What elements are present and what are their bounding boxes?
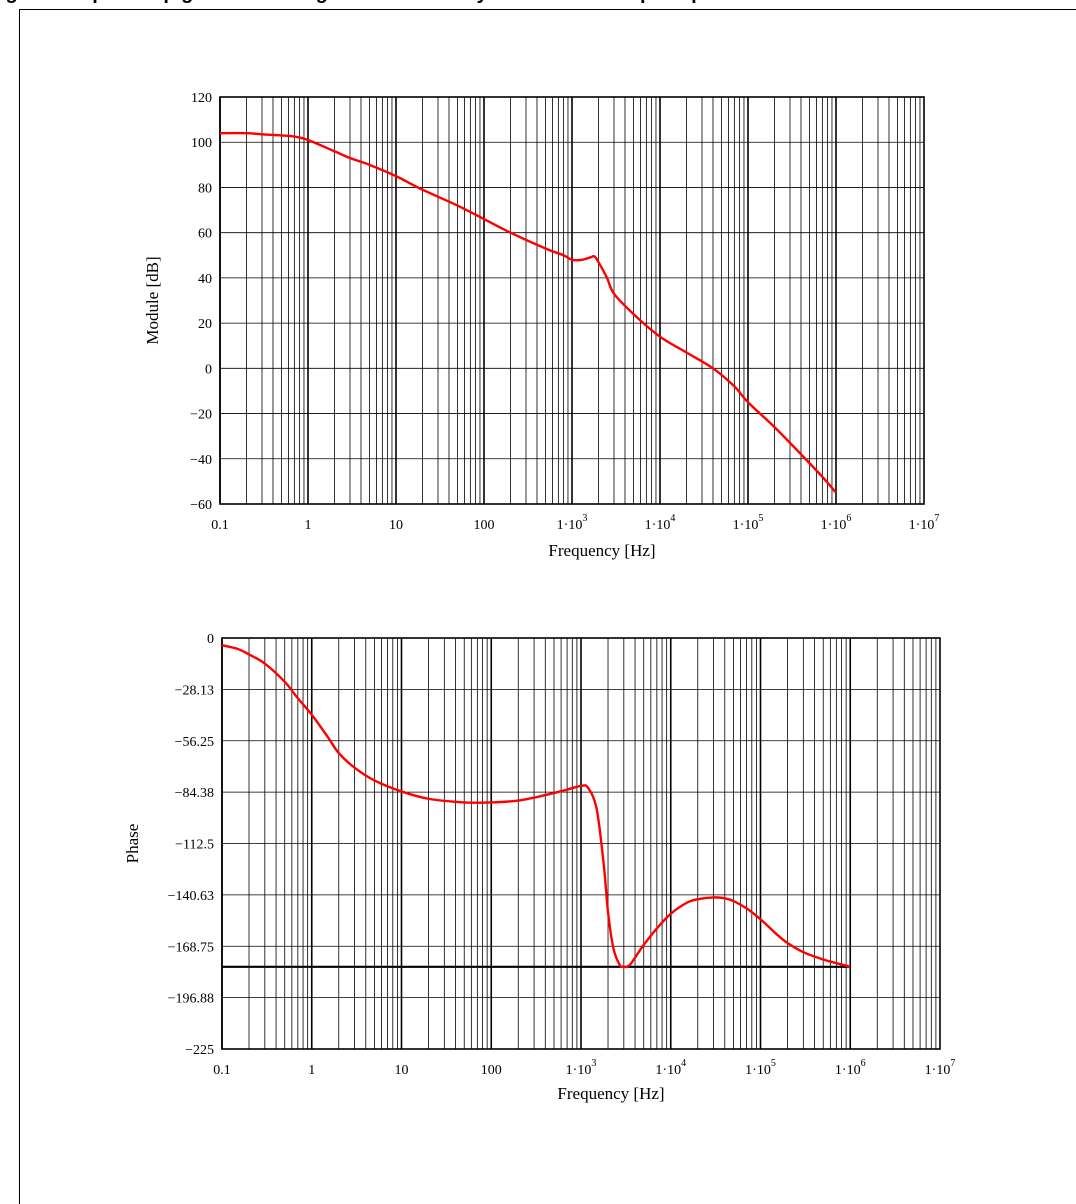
phase-x-tick-label: 10: [395, 1063, 409, 1078]
module-curve: [219, 131, 837, 494]
module-y-tick-label: 20: [198, 317, 212, 332]
module-x-tick-label: 1: [305, 518, 312, 533]
phase-plot-border: [221, 637, 941, 1050]
phase-y-tick-label: −84.38: [175, 786, 214, 801]
figure-caption: igure 6. Open loop gain in a configurati…: [0, 0, 1076, 8]
module-y-tick-label: 80: [198, 181, 212, 196]
module-x-tick-label: 100: [474, 518, 495, 533]
phase-x-tick-label: 1·104: [655, 1058, 686, 1078]
phase-y-tick-label: 0: [207, 632, 214, 647]
figure-frame: [19, 9, 1076, 1204]
module-x-tick-label: 1·106: [821, 513, 852, 533]
module-x-axis-label: Frequency [Hz]: [548, 541, 655, 560]
phase-y-axis-label: Phase: [123, 824, 142, 864]
module-x-tick-label: 10: [389, 518, 403, 533]
phase-x-axis-label: Frequency [Hz]: [557, 1084, 664, 1103]
phase-x-tick-label: 1: [308, 1063, 315, 1078]
module-y-tick-label: −20: [190, 408, 212, 423]
module-y-axis-label: Module [dB]: [143, 256, 162, 344]
module-x-tick-label: 1·103: [557, 513, 588, 533]
module-x-tick-label: 1·104: [645, 513, 676, 533]
module-chart: 120 100 80 60 40 20 0 −20 −40 −60 0.1 1 10 100 1·103 1·…: [143, 91, 939, 560]
phase-x-tick-label: 1·103: [566, 1058, 597, 1078]
module-y-tick-label: 120: [191, 91, 212, 106]
module-x-tick-label: 1·107: [909, 513, 940, 533]
phase-y-tick-label: −168.75: [168, 940, 214, 955]
phase-chart: 0 −28.13 −56.25 −84.38 −112.5 −140.63 −168.75 −…: [123, 632, 955, 1103]
phase-y-tick-label: −225: [185, 1043, 214, 1058]
phase-x-tick-label: 100: [481, 1063, 502, 1078]
module-y-tick-label: 40: [198, 272, 212, 287]
phase-x-tick-label: 1·106: [835, 1058, 866, 1078]
module-y-tick-label: 100: [191, 136, 212, 151]
phase-x-tick-label: 1·107: [925, 1058, 956, 1078]
module-y-tick-label: 0: [205, 362, 212, 377]
module-y-tick-label: 60: [198, 227, 212, 242]
phase-x-tick-label: 0.1: [213, 1063, 231, 1078]
module-y-tick-label: −40: [190, 453, 212, 468]
phase-y-tick-label: −196.88: [168, 992, 214, 1007]
phase-x-tick-label: 1·105: [745, 1058, 776, 1078]
module-plot-border: [219, 96, 925, 505]
phase-y-tick-label: −56.25: [175, 735, 214, 750]
phase-y-tick-label: −28.13: [175, 683, 214, 698]
module-y-tick-label: −60: [190, 498, 212, 513]
module-x-tick-label: 1·105: [733, 513, 764, 533]
module-x-tick-label: 0.1: [211, 518, 229, 533]
phase-curve: [221, 644, 851, 969]
phase-y-tick-label: −112.5: [175, 838, 214, 853]
phase-y-tick-label: −140.63: [168, 889, 214, 904]
